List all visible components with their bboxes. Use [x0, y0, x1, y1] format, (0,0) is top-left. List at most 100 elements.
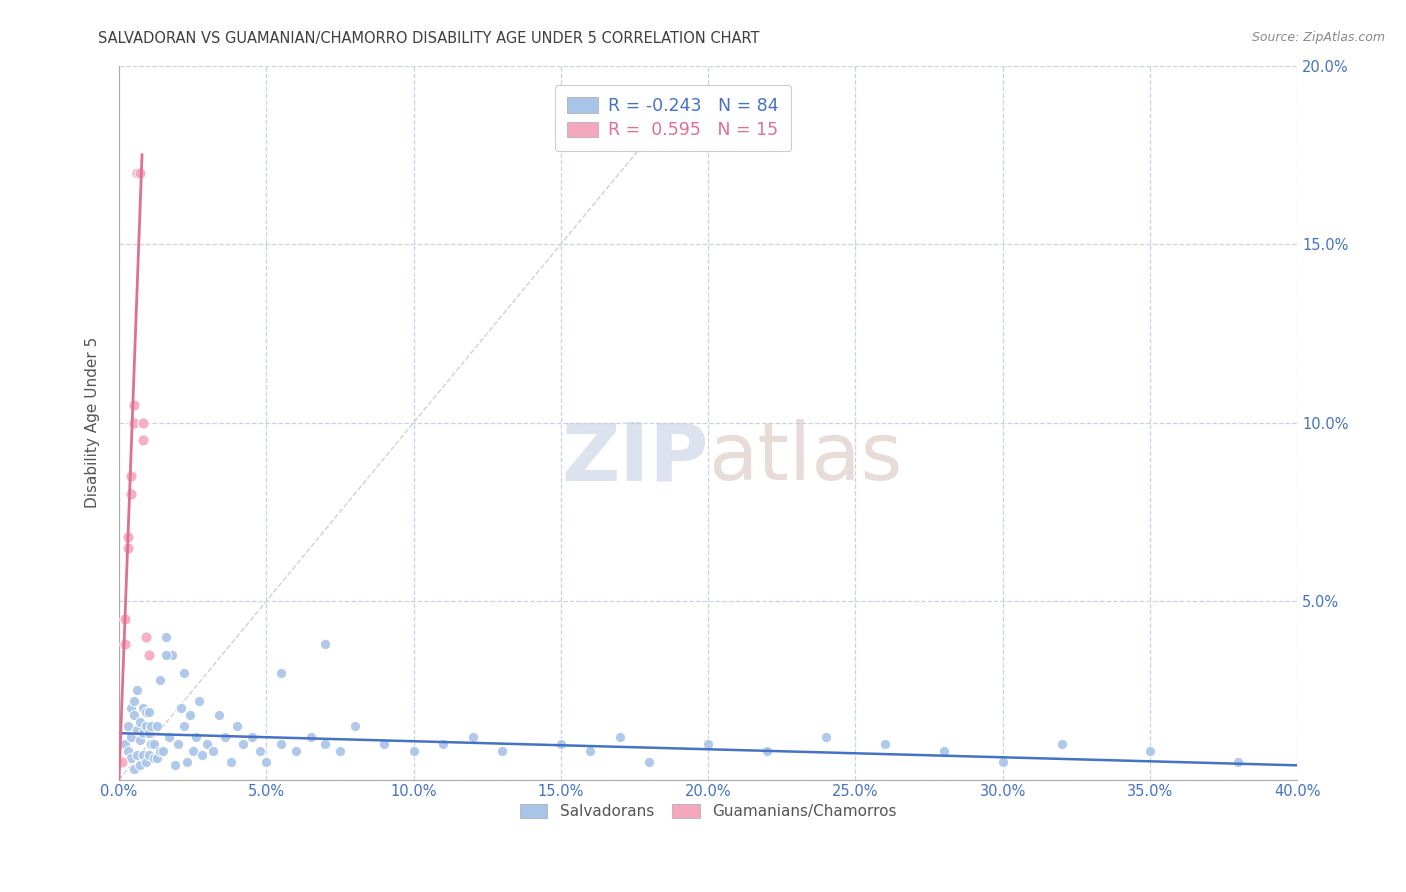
- Point: [314, 637, 336, 651]
- Point: [402, 744, 425, 758]
- Point: [609, 730, 631, 744]
- Point: [149, 744, 172, 758]
- Point: [1050, 737, 1073, 751]
- Point: [1139, 744, 1161, 758]
- Point: [167, 737, 190, 751]
- Point: [173, 665, 195, 680]
- Text: Source: ZipAtlas.com: Source: ZipAtlas.com: [1251, 31, 1385, 45]
- Point: [125, 747, 148, 762]
- Point: [932, 744, 955, 758]
- Point: [122, 694, 145, 708]
- Point: [114, 637, 136, 651]
- Point: [117, 530, 139, 544]
- Point: [270, 665, 292, 680]
- Point: [184, 730, 207, 744]
- Point: [187, 694, 209, 708]
- Point: [329, 744, 352, 758]
- Point: [120, 730, 142, 744]
- Point: [135, 630, 157, 644]
- Point: [128, 758, 150, 772]
- Point: [146, 719, 169, 733]
- Point: [131, 416, 153, 430]
- Point: [179, 708, 201, 723]
- Point: [461, 730, 484, 744]
- Point: [270, 737, 292, 751]
- Point: [343, 719, 366, 733]
- Point: [117, 744, 139, 758]
- Legend: Salvadorans, Guamanians/Chamorros: Salvadorans, Guamanians/Chamorros: [513, 798, 903, 825]
- Point: [120, 701, 142, 715]
- Point: [135, 755, 157, 769]
- Point: [122, 416, 145, 430]
- Point: [128, 715, 150, 730]
- Point: [208, 708, 231, 723]
- Point: [138, 726, 160, 740]
- Point: [131, 726, 153, 740]
- Point: [814, 730, 837, 744]
- Point: [432, 737, 454, 751]
- Point: [299, 730, 322, 744]
- Point: [249, 744, 271, 758]
- Point: [314, 737, 336, 751]
- Point: [117, 719, 139, 733]
- Point: [550, 737, 572, 751]
- Point: [197, 737, 219, 751]
- Point: [176, 755, 198, 769]
- Point: [143, 737, 166, 751]
- Point: [135, 719, 157, 733]
- Point: [114, 612, 136, 626]
- Y-axis label: Disability Age Under 5: Disability Age Under 5: [86, 337, 100, 508]
- Point: [122, 708, 145, 723]
- Point: [491, 744, 513, 758]
- Point: [131, 434, 153, 448]
- Text: SALVADORAN VS GUAMANIAN/CHAMORRO DISABILITY AGE UNDER 5 CORRELATION CHART: SALVADORAN VS GUAMANIAN/CHAMORRO DISABIL…: [98, 31, 759, 46]
- Point: [146, 751, 169, 765]
- Point: [173, 719, 195, 733]
- Point: [125, 683, 148, 698]
- Point: [991, 755, 1014, 769]
- Point: [143, 751, 166, 765]
- Point: [697, 737, 720, 751]
- Point: [125, 723, 148, 737]
- Point: [160, 648, 183, 662]
- Point: [131, 701, 153, 715]
- Point: [138, 705, 160, 719]
- Point: [170, 701, 193, 715]
- Point: [111, 755, 134, 769]
- Point: [122, 762, 145, 776]
- Point: [579, 744, 602, 758]
- Point: [214, 730, 236, 744]
- Point: [131, 747, 153, 762]
- Point: [219, 755, 242, 769]
- Point: [163, 758, 186, 772]
- Text: ZIP: ZIP: [561, 419, 709, 498]
- Point: [756, 744, 779, 758]
- Point: [873, 737, 896, 751]
- Point: [240, 730, 263, 744]
- Point: [141, 719, 163, 733]
- Point: [202, 744, 225, 758]
- Point: [152, 744, 174, 758]
- Point: [254, 755, 277, 769]
- Point: [1227, 755, 1250, 769]
- Point: [138, 648, 160, 662]
- Point: [638, 755, 661, 769]
- Point: [128, 733, 150, 747]
- Text: atlas: atlas: [709, 419, 903, 498]
- Point: [120, 751, 142, 765]
- Point: [141, 737, 163, 751]
- Point: [114, 737, 136, 751]
- Point: [120, 487, 142, 501]
- Point: [128, 166, 150, 180]
- Point: [149, 673, 172, 687]
- Point: [125, 166, 148, 180]
- Point: [181, 744, 204, 758]
- Point: [284, 744, 307, 758]
- Point: [122, 398, 145, 412]
- Point: [135, 705, 157, 719]
- Point: [117, 541, 139, 555]
- Point: [138, 747, 160, 762]
- Point: [155, 630, 177, 644]
- Point: [190, 747, 212, 762]
- Point: [373, 737, 395, 751]
